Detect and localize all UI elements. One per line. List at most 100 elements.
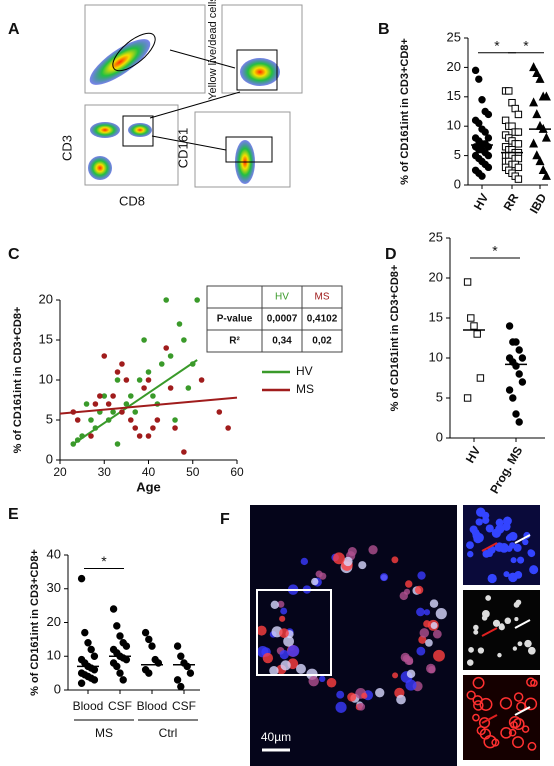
point [532, 67, 542, 77]
flow-population [89, 39, 151, 85]
point [119, 676, 127, 684]
y-tick-label: 0 [454, 176, 461, 191]
legend-label: HV [296, 364, 313, 378]
point [535, 156, 545, 166]
cell [336, 690, 345, 699]
group-label: MS [95, 726, 113, 740]
point [167, 353, 174, 359]
cell [308, 676, 319, 687]
point [77, 574, 86, 583]
cell [476, 725, 486, 736]
point [128, 393, 134, 399]
cell [380, 573, 389, 582]
point [514, 175, 523, 183]
cell [428, 666, 436, 674]
cell [319, 675, 326, 683]
cell [472, 676, 485, 689]
fit-line [72, 359, 198, 445]
cell [504, 617, 512, 625]
cell [508, 572, 518, 583]
cell [512, 646, 518, 651]
cell [280, 660, 291, 671]
arrow [514, 534, 531, 544]
cell [495, 518, 504, 527]
cell [270, 600, 279, 609]
y-tick-label: 25 [429, 229, 443, 244]
cell [473, 624, 479, 631]
y-tick-label: 10 [429, 349, 443, 364]
cell [510, 557, 517, 564]
point [128, 417, 134, 423]
flow-axis-label: CD8 [119, 193, 145, 208]
cell [300, 557, 309, 566]
point [145, 669, 153, 677]
y-tick-label: 30 [47, 580, 61, 595]
table-cell: 0,4102 [307, 314, 338, 325]
point [512, 410, 520, 418]
y-tick-label: 0 [54, 681, 61, 696]
point [172, 425, 178, 431]
point [154, 417, 161, 423]
point [90, 652, 99, 660]
cell [425, 639, 433, 647]
cell [417, 571, 426, 580]
cell [361, 692, 368, 699]
significance-label: * [494, 37, 500, 53]
point [84, 639, 92, 647]
x-tick-label: CSF [172, 699, 196, 713]
cell [279, 649, 289, 660]
table-header: HV [275, 292, 289, 303]
point [518, 378, 527, 386]
cell [418, 635, 427, 644]
significance-label: * [523, 37, 529, 53]
point [515, 346, 523, 354]
cell [262, 652, 274, 664]
point [484, 110, 493, 119]
y-tick-label: 25 [447, 29, 461, 44]
point [92, 401, 99, 407]
cell [287, 645, 300, 657]
point [505, 322, 514, 330]
point [532, 150, 542, 160]
cell [429, 599, 439, 608]
cell [392, 672, 399, 679]
fit-line [59, 396, 238, 415]
flow-axis-label: Yellow live/dead cells [207, 0, 219, 100]
x-tick-label: 60 [230, 465, 244, 479]
x-tick-label: 30 [98, 465, 112, 479]
cell [357, 702, 366, 711]
point [514, 163, 523, 172]
point [177, 652, 185, 660]
point [113, 622, 121, 630]
point [87, 645, 95, 654]
cell [405, 679, 417, 691]
cell [466, 690, 476, 700]
cell [503, 571, 510, 578]
cell [475, 518, 483, 526]
point [163, 345, 169, 351]
point [122, 655, 131, 664]
point [116, 632, 124, 640]
panel-label: B [378, 21, 390, 38]
cell [419, 628, 430, 638]
y-tick-label: 20 [39, 291, 53, 306]
significance-label: * [492, 243, 498, 259]
cell [500, 726, 512, 739]
y-tick-label: 15 [447, 88, 461, 103]
y-tick-label: 15 [429, 309, 443, 324]
x-tick-label: RR [501, 191, 522, 213]
y-tick-label: 5 [436, 389, 443, 404]
point [535, 73, 545, 83]
point [132, 409, 139, 415]
scale-label: 40µm [261, 730, 291, 744]
point [173, 642, 182, 650]
cell [497, 652, 502, 658]
point [484, 151, 493, 160]
group-label: Ctrl [159, 726, 178, 740]
cell [311, 577, 319, 586]
point [109, 605, 118, 613]
y-axis-label: % of CD161int in CD3+CD8+ [389, 265, 401, 412]
y-tick-label: 20 [447, 59, 461, 74]
point [514, 110, 523, 119]
table [206, 285, 343, 353]
